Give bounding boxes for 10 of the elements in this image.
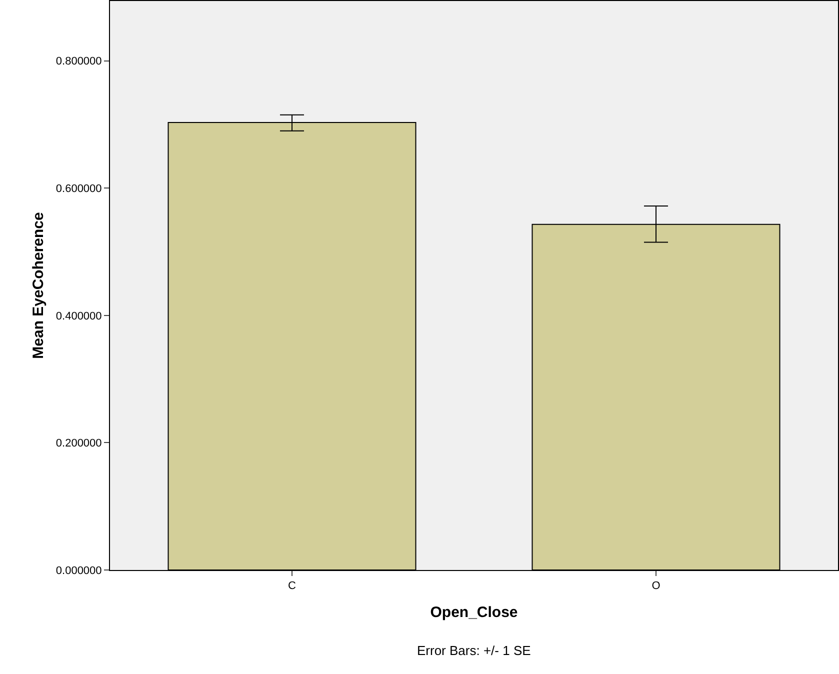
x-axis-title: Open_Close — [430, 604, 518, 622]
y-tick-label: 0.200000 — [56, 438, 102, 450]
x-tick-label: C — [288, 580, 296, 592]
y-tick-label: 0.000000 — [56, 564, 102, 577]
y-axis-title: Mean EyeCoherence — [30, 212, 48, 359]
x-tick-label: O — [652, 580, 661, 592]
y-tick-label: 0.600000 — [56, 182, 102, 195]
text: Error Bars: +/- 1 SE — [417, 643, 532, 658]
y-tick-label: 0.400000 — [56, 310, 102, 322]
y-tick-label: 0.800000 — [56, 56, 102, 68]
